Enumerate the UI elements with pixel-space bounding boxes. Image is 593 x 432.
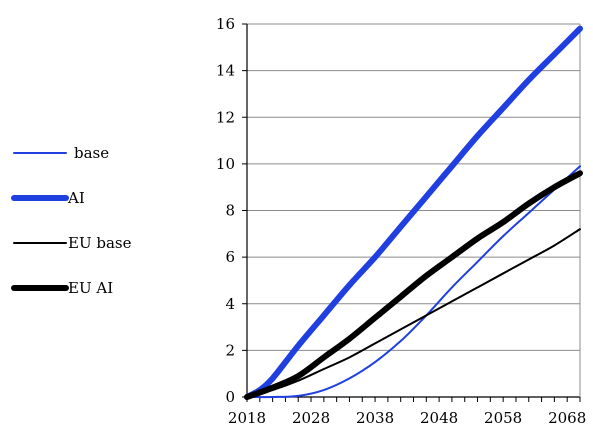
y-tick-label-8: 8 [225,202,235,220]
y-tick-label-2: 2 [225,341,235,359]
grid-lines [247,23,580,351]
y-tick-label-4: 4 [225,295,235,313]
tick-labels: 0 2 4 6 8 10 12 14 16 2018 2028 2038 2048 2058 2068 [216,15,586,427]
series-lines [244,25,583,400]
series-line-base [246,165,581,399]
y-tick-label-14: 14 [216,62,235,80]
legend-label-ai: AI [67,189,85,207]
x-tick-label-2028: 2028 [292,409,330,427]
y-tick-label-10: 10 [216,155,235,173]
legend-label-eu-ai: EU AI [68,279,113,297]
legend-item-eu-base: EU base [13,234,132,252]
x-tick-label-2048: 2048 [420,409,458,427]
x-tick-label-2018: 2018 [228,409,266,427]
series-line-eu-ai [244,170,583,400]
axes [242,23,581,402]
x-tick-label-2038: 2038 [356,409,394,427]
x-tick-label-2068: 2068 [548,409,586,427]
legend: base AI EU base EU AI [11,144,132,297]
y-tick-label-0: 0 [225,388,235,406]
y-tick-label-6: 6 [225,248,235,266]
legend-label-base: base [74,144,109,162]
series-line-ai [244,25,583,400]
legend-item-base: base [13,144,109,162]
y-tick-label-16: 16 [216,15,235,33]
x-tick-label-2058: 2058 [484,409,522,427]
legend-item-eu-ai: EU AI [11,279,113,297]
y-tick-label-12: 12 [216,108,235,126]
series-line-eu-base [246,228,581,398]
legend-item-ai: AI [11,189,85,207]
legend-label-eu-base: EU base [68,234,132,252]
